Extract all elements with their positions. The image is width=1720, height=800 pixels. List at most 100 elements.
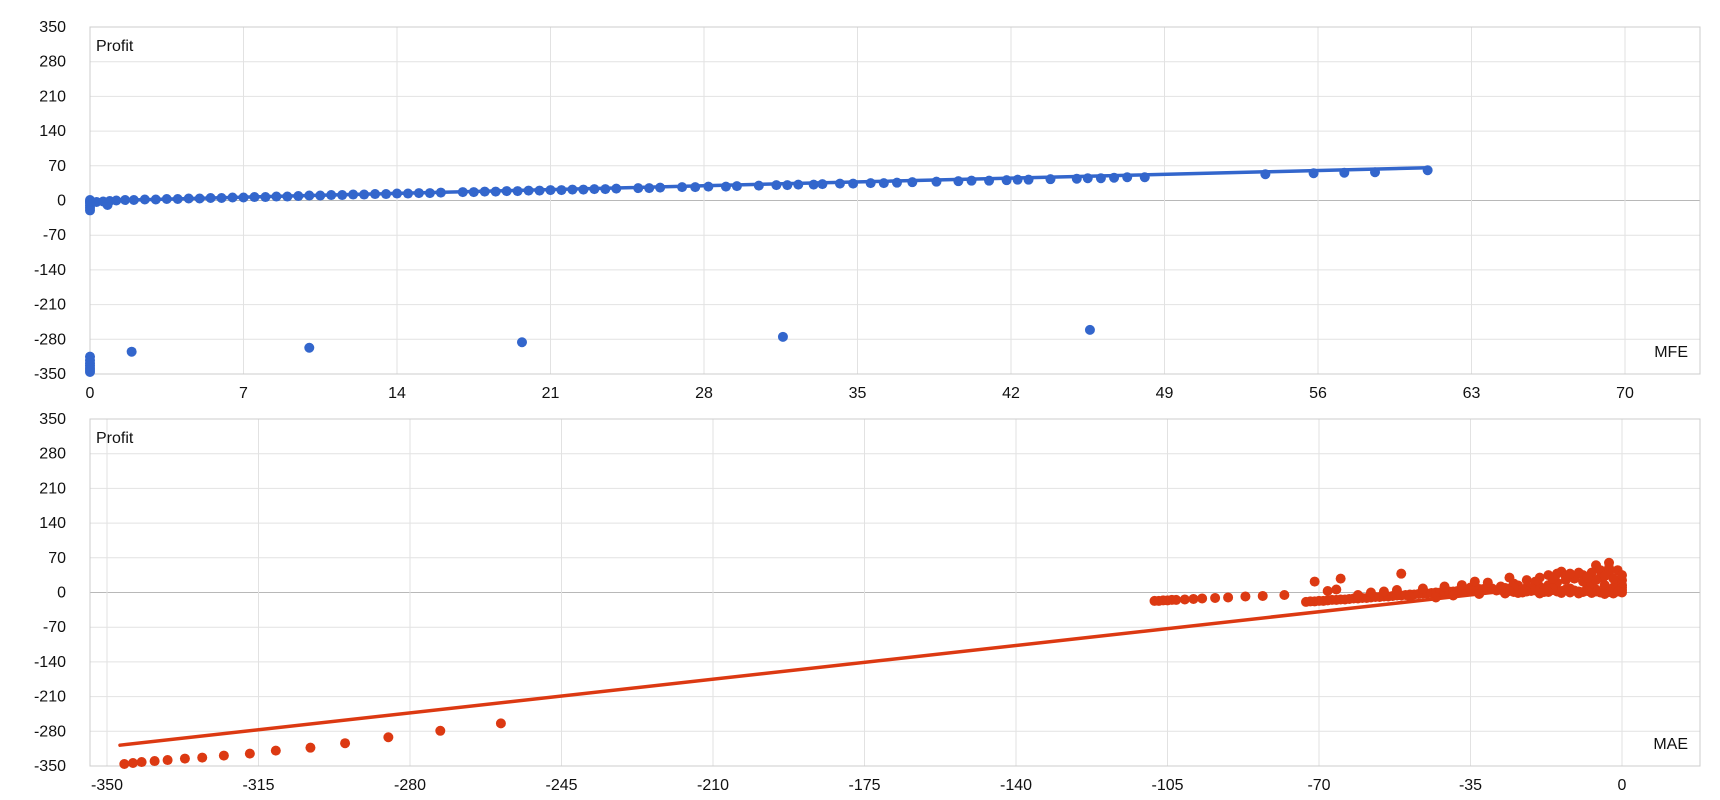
y-tick-label: 140 (39, 515, 66, 532)
y-tick-label: -140 (34, 654, 66, 671)
y-tick-label: 70 (48, 550, 66, 567)
y-tick-label: -70 (43, 227, 66, 244)
data-point (126, 346, 137, 357)
data-point (1617, 570, 1627, 581)
data-point (1573, 567, 1584, 578)
x-tick-label: 49 (1156, 385, 1174, 402)
y-tick-label: -140 (34, 262, 66, 279)
data-point (1352, 589, 1363, 600)
data-point (1179, 594, 1190, 605)
data-point (1331, 584, 1342, 595)
series-1 (85, 165, 1433, 378)
x-tick-label: -175 (848, 777, 880, 794)
x-tick-label: 42 (1002, 385, 1020, 402)
data-point (1279, 589, 1290, 600)
x-tick-label: -315 (242, 777, 274, 794)
x-tick-label: 0 (1618, 777, 1627, 794)
y-tick-label: 0 (57, 585, 66, 602)
y-tick-label: -280 (34, 331, 66, 348)
x-tick-label: -245 (545, 777, 577, 794)
data-point (1365, 587, 1376, 598)
y-tick-label: 140 (39, 123, 66, 140)
x-tick-label: -280 (394, 777, 426, 794)
series-1 (118, 557, 1627, 770)
data-point (1257, 590, 1268, 601)
data-point (218, 750, 229, 761)
x-tick-label: 56 (1309, 385, 1327, 402)
data-point (102, 199, 113, 210)
x-tick-label: 63 (1463, 385, 1481, 402)
x-tick-label: 28 (695, 385, 713, 402)
data-point (1309, 576, 1320, 587)
y-tick-label: 210 (39, 480, 66, 497)
data-point (1223, 592, 1234, 603)
x-tick-label: -105 (1151, 777, 1183, 794)
data-point (304, 342, 315, 353)
x-axis-label: MFE (1654, 344, 1688, 361)
data-point (149, 756, 160, 767)
x-tick-label: -35 (1459, 777, 1482, 794)
y-tick-label: -210 (34, 689, 66, 706)
y-tick-label: 0 (57, 193, 66, 210)
data-point (1335, 573, 1346, 584)
data-point (1396, 568, 1407, 579)
data-point (119, 759, 130, 770)
data-point (340, 738, 351, 749)
data-point (1210, 592, 1221, 603)
data-point (383, 732, 394, 743)
y-tick-label: -350 (34, 366, 66, 383)
data-point (85, 205, 95, 216)
data-point (270, 745, 281, 756)
x-tick-label: -140 (1000, 777, 1032, 794)
y-tick-label: -350 (34, 758, 66, 775)
data-point (244, 748, 255, 759)
data-point (1565, 568, 1576, 579)
x-tick-label: -210 (697, 777, 729, 794)
y-tick-label: 70 (48, 158, 66, 175)
data-point (1322, 586, 1333, 597)
data-point (1591, 575, 1602, 586)
data-point (516, 337, 527, 348)
x-tick-label: 14 (388, 385, 406, 402)
plot-frame (89, 418, 1701, 767)
data-point (495, 718, 506, 729)
data-point (1547, 573, 1558, 584)
data-point (1439, 581, 1450, 592)
data-point (1240, 591, 1251, 602)
x-tick-label: 70 (1616, 385, 1634, 402)
x-tick-label: -70 (1307, 777, 1330, 794)
y-tick-label: 350 (39, 19, 66, 36)
x-tick-label: 21 (542, 385, 560, 402)
y-tick-label: -280 (34, 723, 66, 740)
y-tick-label: 280 (39, 54, 66, 71)
data-point (127, 758, 138, 769)
data-point (1171, 594, 1182, 605)
data-point (305, 742, 316, 753)
x-tick-label: 0 (86, 385, 95, 402)
data-point (1197, 593, 1208, 604)
trendline (88, 166, 1430, 203)
x-axis-label: MAE (1653, 736, 1688, 753)
data-point (1378, 586, 1389, 597)
data-point (179, 753, 190, 764)
data-point (1404, 591, 1415, 602)
data-point (1188, 593, 1199, 604)
data-point (1599, 571, 1610, 582)
data-point (1582, 572, 1593, 583)
x-tick-label: 35 (849, 385, 867, 402)
y-axis-label: Profit (96, 38, 134, 55)
data-point (1469, 576, 1480, 587)
y-tick-label: 280 (39, 446, 66, 463)
data-point (136, 757, 147, 768)
y-tick-label: 350 (39, 411, 66, 428)
data-point (435, 725, 446, 736)
y-tick-label: 210 (39, 88, 66, 105)
data-point (1417, 583, 1428, 594)
x-tick-label: 7 (239, 385, 248, 402)
data-point (85, 367, 95, 378)
y-tick-label: -70 (43, 619, 66, 636)
data-point (1521, 575, 1532, 586)
data-point (162, 755, 173, 766)
